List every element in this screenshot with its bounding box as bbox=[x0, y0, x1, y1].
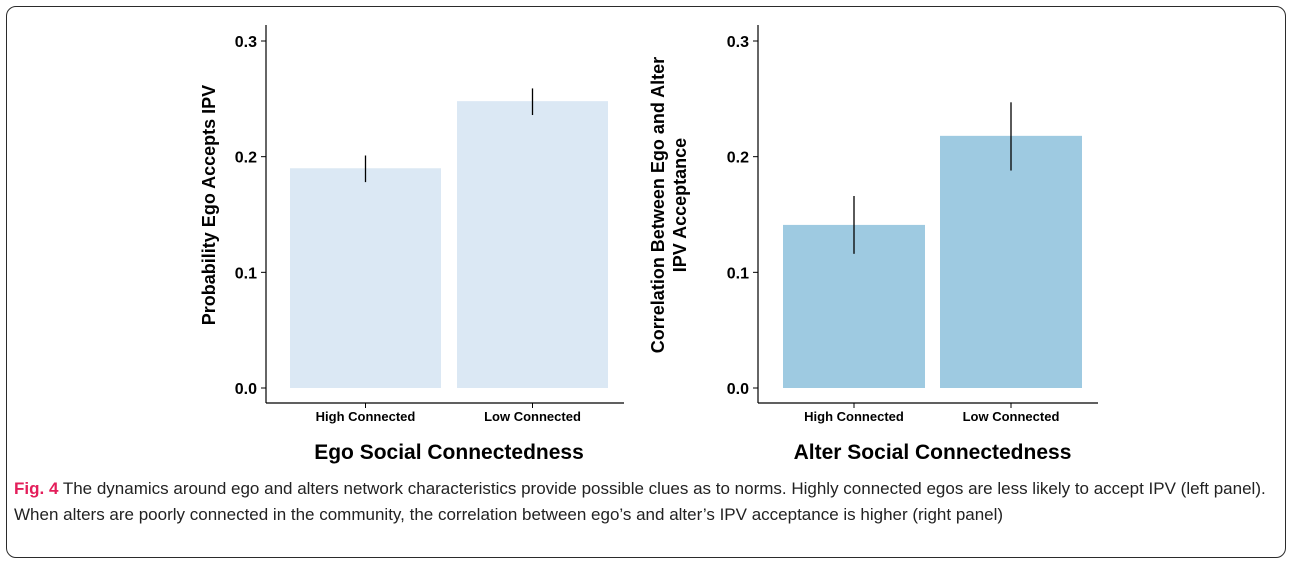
caption-label: Fig. 4 bbox=[14, 479, 59, 498]
figure-charts: High Connected Low Connected 0.0 0.1 0.2 0.3 E… bbox=[199, 25, 1098, 464]
y-axis-title-line-1: Probability Ego Accepts IPV bbox=[199, 85, 219, 325]
x-tick-label-2: Low Connected bbox=[963, 409, 1060, 424]
x-tick-label-1: High Connected bbox=[804, 409, 904, 424]
y-tick-label-2: 0.1 bbox=[235, 265, 257, 282]
y-tick-label-3: 0.2 bbox=[727, 150, 749, 167]
bar-2 bbox=[457, 101, 608, 388]
y-tick-label-3: 0.2 bbox=[235, 150, 257, 167]
y-tick-label-2: 0.1 bbox=[727, 265, 749, 282]
y-tick-label-1: 0.0 bbox=[235, 381, 257, 398]
x-tick-label-2: Low Connected bbox=[484, 409, 581, 424]
y-axis-title-line-2: IPV Acceptance bbox=[670, 138, 690, 272]
bar-2 bbox=[940, 135, 1082, 388]
y-tick-label-4: 0.3 bbox=[235, 34, 257, 51]
figure-caption: Fig. 4 The dynamics around ego and alter… bbox=[14, 476, 1280, 528]
y-axis-title-line-1: Correlation Between Ego and Alter bbox=[648, 57, 668, 353]
chart-panel-1: High Connected Low Connected 0.0 0.1 0.2 0.3 E… bbox=[199, 25, 624, 464]
caption-text: The dynamics around ego and alters netwo… bbox=[14, 479, 1266, 524]
x-tick-label-1: High Connected bbox=[316, 409, 416, 424]
x-axis-title: Alter Social Connectedness bbox=[794, 441, 1072, 464]
y-tick-label-1: 0.0 bbox=[727, 381, 749, 398]
figure-frame bbox=[6, 6, 1286, 558]
x-axis-title: Ego Social Connectedness bbox=[314, 441, 584, 464]
y-tick-label-4: 0.3 bbox=[727, 34, 749, 51]
chart-panel-2: High Connected Low Connected 0.0 0.1 0.2 0.3 A… bbox=[648, 25, 1098, 464]
bar-1 bbox=[290, 168, 441, 388]
